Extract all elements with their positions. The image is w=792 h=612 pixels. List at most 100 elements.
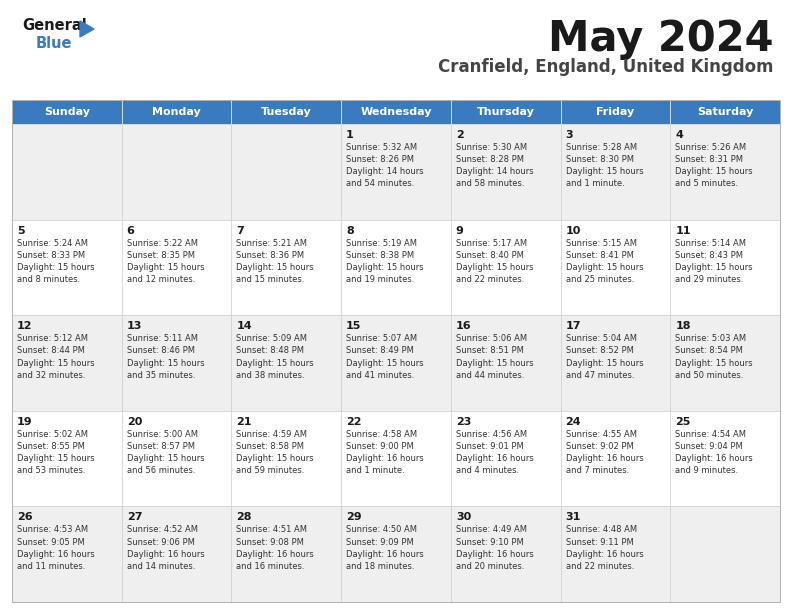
- Bar: [122, 315, 231, 411]
- Bar: [561, 100, 670, 124]
- Text: Cranfield, England, United Kingdom: Cranfield, England, United Kingdom: [439, 58, 774, 76]
- Bar: [231, 220, 341, 315]
- Bar: [561, 506, 670, 602]
- Text: Sunrise: 4:50 AM
Sunset: 9:09 PM
Daylight: 16 hours
and 18 minutes.: Sunrise: 4:50 AM Sunset: 9:09 PM Dayligh…: [346, 525, 424, 571]
- Bar: [451, 220, 561, 315]
- Bar: [122, 411, 231, 506]
- Bar: [451, 100, 561, 124]
- Text: 24: 24: [565, 417, 581, 427]
- Text: 28: 28: [237, 512, 252, 523]
- Text: Sunrise: 4:52 AM
Sunset: 9:06 PM
Daylight: 16 hours
and 14 minutes.: Sunrise: 4:52 AM Sunset: 9:06 PM Dayligh…: [127, 525, 204, 571]
- Bar: [451, 315, 561, 411]
- Bar: [670, 100, 780, 124]
- Bar: [231, 411, 341, 506]
- Text: Sunrise: 4:59 AM
Sunset: 8:58 PM
Daylight: 15 hours
and 59 minutes.: Sunrise: 4:59 AM Sunset: 8:58 PM Dayligh…: [237, 430, 314, 476]
- Bar: [12, 220, 122, 315]
- Text: 20: 20: [127, 417, 142, 427]
- Bar: [561, 124, 670, 220]
- Text: Sunrise: 5:15 AM
Sunset: 8:41 PM
Daylight: 15 hours
and 25 minutes.: Sunrise: 5:15 AM Sunset: 8:41 PM Dayligh…: [565, 239, 643, 284]
- Text: 3: 3: [565, 130, 573, 140]
- Bar: [231, 100, 341, 124]
- Text: 25: 25: [676, 417, 691, 427]
- Text: 15: 15: [346, 321, 361, 331]
- Text: Sunrise: 5:14 AM
Sunset: 8:43 PM
Daylight: 15 hours
and 29 minutes.: Sunrise: 5:14 AM Sunset: 8:43 PM Dayligh…: [676, 239, 753, 284]
- Text: Sunrise: 5:02 AM
Sunset: 8:55 PM
Daylight: 15 hours
and 53 minutes.: Sunrise: 5:02 AM Sunset: 8:55 PM Dayligh…: [17, 430, 94, 476]
- Text: Sunrise: 4:49 AM
Sunset: 9:10 PM
Daylight: 16 hours
and 20 minutes.: Sunrise: 4:49 AM Sunset: 9:10 PM Dayligh…: [456, 525, 534, 571]
- Bar: [12, 100, 122, 124]
- Bar: [341, 315, 451, 411]
- Text: Sunrise: 5:19 AM
Sunset: 8:38 PM
Daylight: 15 hours
and 19 minutes.: Sunrise: 5:19 AM Sunset: 8:38 PM Dayligh…: [346, 239, 424, 284]
- Text: 7: 7: [237, 226, 244, 236]
- Text: Sunrise: 5:22 AM
Sunset: 8:35 PM
Daylight: 15 hours
and 12 minutes.: Sunrise: 5:22 AM Sunset: 8:35 PM Dayligh…: [127, 239, 204, 284]
- Bar: [670, 220, 780, 315]
- Text: 22: 22: [346, 417, 362, 427]
- Bar: [341, 100, 451, 124]
- Text: 27: 27: [127, 512, 143, 523]
- Text: 5: 5: [17, 226, 25, 236]
- Bar: [561, 411, 670, 506]
- Bar: [122, 124, 231, 220]
- Bar: [561, 315, 670, 411]
- Bar: [12, 124, 122, 220]
- Bar: [122, 220, 231, 315]
- Bar: [670, 124, 780, 220]
- Text: 31: 31: [565, 512, 581, 523]
- Text: Sunrise: 4:56 AM
Sunset: 9:01 PM
Daylight: 16 hours
and 4 minutes.: Sunrise: 4:56 AM Sunset: 9:01 PM Dayligh…: [456, 430, 534, 476]
- Text: Sunrise: 4:54 AM
Sunset: 9:04 PM
Daylight: 16 hours
and 9 minutes.: Sunrise: 4:54 AM Sunset: 9:04 PM Dayligh…: [676, 430, 753, 476]
- Bar: [451, 124, 561, 220]
- Text: Monday: Monday: [152, 107, 201, 117]
- Text: 6: 6: [127, 226, 135, 236]
- Text: 8: 8: [346, 226, 354, 236]
- Text: 4: 4: [676, 130, 683, 140]
- Text: Sunday: Sunday: [44, 107, 89, 117]
- Text: May 2024: May 2024: [549, 18, 774, 60]
- Bar: [12, 411, 122, 506]
- Text: General: General: [22, 18, 87, 33]
- Text: Sunrise: 5:09 AM
Sunset: 8:48 PM
Daylight: 15 hours
and 38 minutes.: Sunrise: 5:09 AM Sunset: 8:48 PM Dayligh…: [237, 334, 314, 379]
- Bar: [670, 315, 780, 411]
- Text: Sunrise: 5:06 AM
Sunset: 8:51 PM
Daylight: 15 hours
and 44 minutes.: Sunrise: 5:06 AM Sunset: 8:51 PM Dayligh…: [456, 334, 534, 379]
- Text: 17: 17: [565, 321, 581, 331]
- Text: 2: 2: [456, 130, 463, 140]
- Text: 16: 16: [456, 321, 471, 331]
- Text: 21: 21: [237, 417, 252, 427]
- Text: Sunrise: 5:07 AM
Sunset: 8:49 PM
Daylight: 15 hours
and 41 minutes.: Sunrise: 5:07 AM Sunset: 8:49 PM Dayligh…: [346, 334, 424, 379]
- Bar: [341, 124, 451, 220]
- Text: 14: 14: [237, 321, 252, 331]
- Bar: [231, 315, 341, 411]
- Text: Sunrise: 5:17 AM
Sunset: 8:40 PM
Daylight: 15 hours
and 22 minutes.: Sunrise: 5:17 AM Sunset: 8:40 PM Dayligh…: [456, 239, 534, 284]
- Bar: [341, 411, 451, 506]
- Bar: [231, 506, 341, 602]
- Text: Sunrise: 4:48 AM
Sunset: 9:11 PM
Daylight: 16 hours
and 22 minutes.: Sunrise: 4:48 AM Sunset: 9:11 PM Dayligh…: [565, 525, 643, 571]
- Text: Wednesday: Wednesday: [360, 107, 432, 117]
- Text: 11: 11: [676, 226, 691, 236]
- Text: 23: 23: [456, 417, 471, 427]
- Bar: [122, 506, 231, 602]
- Text: 26: 26: [17, 512, 32, 523]
- Text: Sunrise: 5:12 AM
Sunset: 8:44 PM
Daylight: 15 hours
and 32 minutes.: Sunrise: 5:12 AM Sunset: 8:44 PM Dayligh…: [17, 334, 94, 379]
- Text: 13: 13: [127, 321, 142, 331]
- Text: 19: 19: [17, 417, 32, 427]
- Bar: [122, 100, 231, 124]
- Text: Sunrise: 4:58 AM
Sunset: 9:00 PM
Daylight: 16 hours
and 1 minute.: Sunrise: 4:58 AM Sunset: 9:00 PM Dayligh…: [346, 430, 424, 476]
- Text: Sunrise: 5:24 AM
Sunset: 8:33 PM
Daylight: 15 hours
and 8 minutes.: Sunrise: 5:24 AM Sunset: 8:33 PM Dayligh…: [17, 239, 94, 284]
- Text: 30: 30: [456, 512, 471, 523]
- Text: 10: 10: [565, 226, 581, 236]
- Text: Tuesday: Tuesday: [261, 107, 312, 117]
- Bar: [12, 100, 780, 602]
- Text: Sunrise: 5:03 AM
Sunset: 8:54 PM
Daylight: 15 hours
and 50 minutes.: Sunrise: 5:03 AM Sunset: 8:54 PM Dayligh…: [676, 334, 753, 379]
- Polygon shape: [80, 21, 94, 37]
- Text: Sunrise: 4:53 AM
Sunset: 9:05 PM
Daylight: 16 hours
and 11 minutes.: Sunrise: 4:53 AM Sunset: 9:05 PM Dayligh…: [17, 525, 95, 571]
- Text: Sunrise: 4:51 AM
Sunset: 9:08 PM
Daylight: 16 hours
and 16 minutes.: Sunrise: 4:51 AM Sunset: 9:08 PM Dayligh…: [237, 525, 314, 571]
- Text: Saturday: Saturday: [697, 107, 753, 117]
- Text: 1: 1: [346, 130, 354, 140]
- Bar: [12, 315, 122, 411]
- Bar: [231, 124, 341, 220]
- Bar: [341, 220, 451, 315]
- Bar: [670, 506, 780, 602]
- Text: Sunrise: 5:00 AM
Sunset: 8:57 PM
Daylight: 15 hours
and 56 minutes.: Sunrise: 5:00 AM Sunset: 8:57 PM Dayligh…: [127, 430, 204, 476]
- Bar: [12, 506, 122, 602]
- Bar: [451, 411, 561, 506]
- Text: Sunrise: 5:32 AM
Sunset: 8:26 PM
Daylight: 14 hours
and 54 minutes.: Sunrise: 5:32 AM Sunset: 8:26 PM Dayligh…: [346, 143, 424, 188]
- Text: 18: 18: [676, 321, 691, 331]
